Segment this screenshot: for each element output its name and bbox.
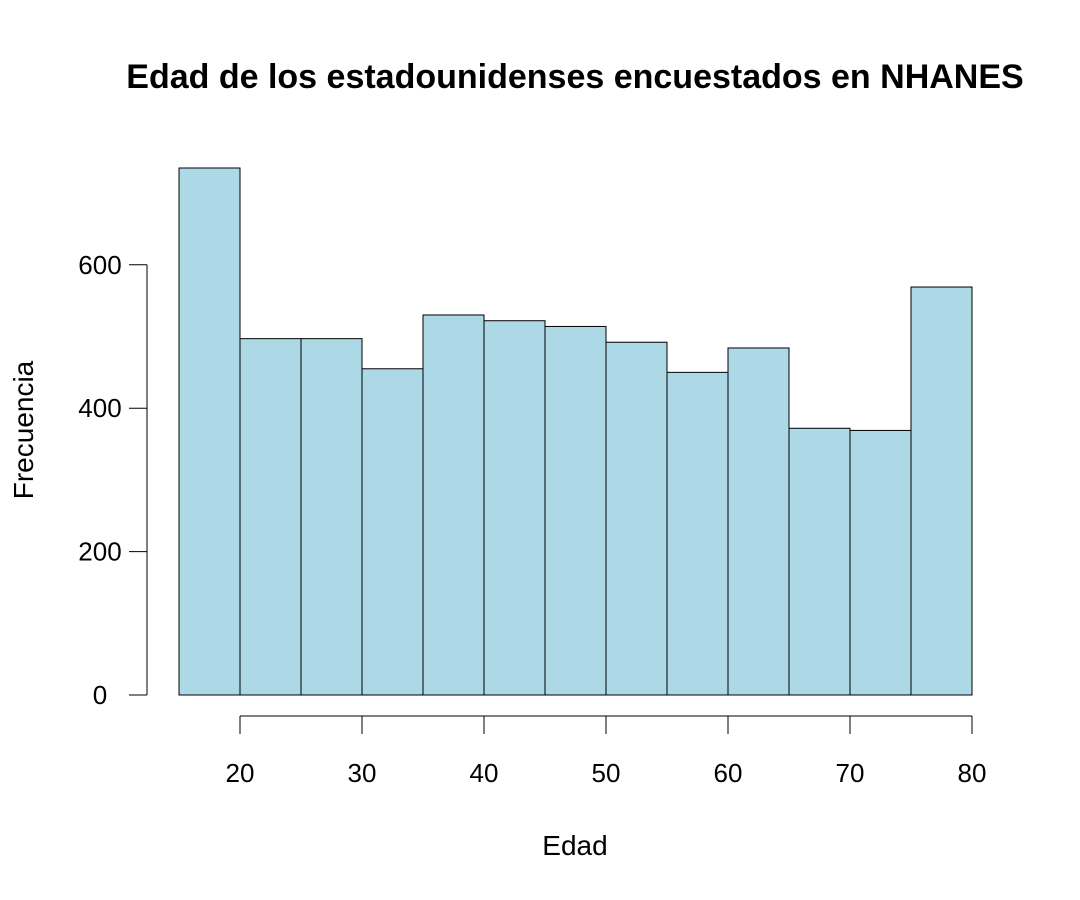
chart-title: Edad de los estadounidenses encuestados … xyxy=(126,58,1023,96)
x-tick-label: 40 xyxy=(470,758,499,788)
histogram-bar xyxy=(300,338,363,696)
y-axis-title: Frecuencia xyxy=(8,360,39,499)
x-tick-label: 80 xyxy=(958,758,987,788)
x-axis: 20 30 40 50 60 70 80 xyxy=(226,715,987,788)
x-tick-label: 60 xyxy=(714,758,743,788)
y-tick-label: 0 xyxy=(93,680,107,710)
histogram-bar xyxy=(788,427,851,696)
x-tick-label: 70 xyxy=(836,758,865,788)
bars-group xyxy=(178,167,973,696)
y-tick-label: 600 xyxy=(78,250,121,280)
histogram-bar xyxy=(178,167,241,696)
y-tick-label: 400 xyxy=(78,393,121,423)
y-tick-label: 200 xyxy=(78,537,121,567)
histogram-bar xyxy=(849,429,912,696)
histogram-bar xyxy=(727,347,790,696)
x-tick-label: 20 xyxy=(226,758,255,788)
histogram-bar xyxy=(910,286,973,696)
y-axis: 0 200 400 600 xyxy=(78,250,148,710)
histogram-bar xyxy=(422,314,485,696)
x-tick-label: 30 xyxy=(348,758,377,788)
histogram-bar xyxy=(605,341,668,696)
histogram-bar xyxy=(666,371,729,696)
x-tick-label: 50 xyxy=(592,758,621,788)
x-axis-title: Edad xyxy=(542,830,607,861)
histogram-bar xyxy=(361,368,424,696)
histogram-bar xyxy=(544,325,607,696)
histogram-bar xyxy=(483,320,546,696)
histogram-bar xyxy=(239,338,302,696)
